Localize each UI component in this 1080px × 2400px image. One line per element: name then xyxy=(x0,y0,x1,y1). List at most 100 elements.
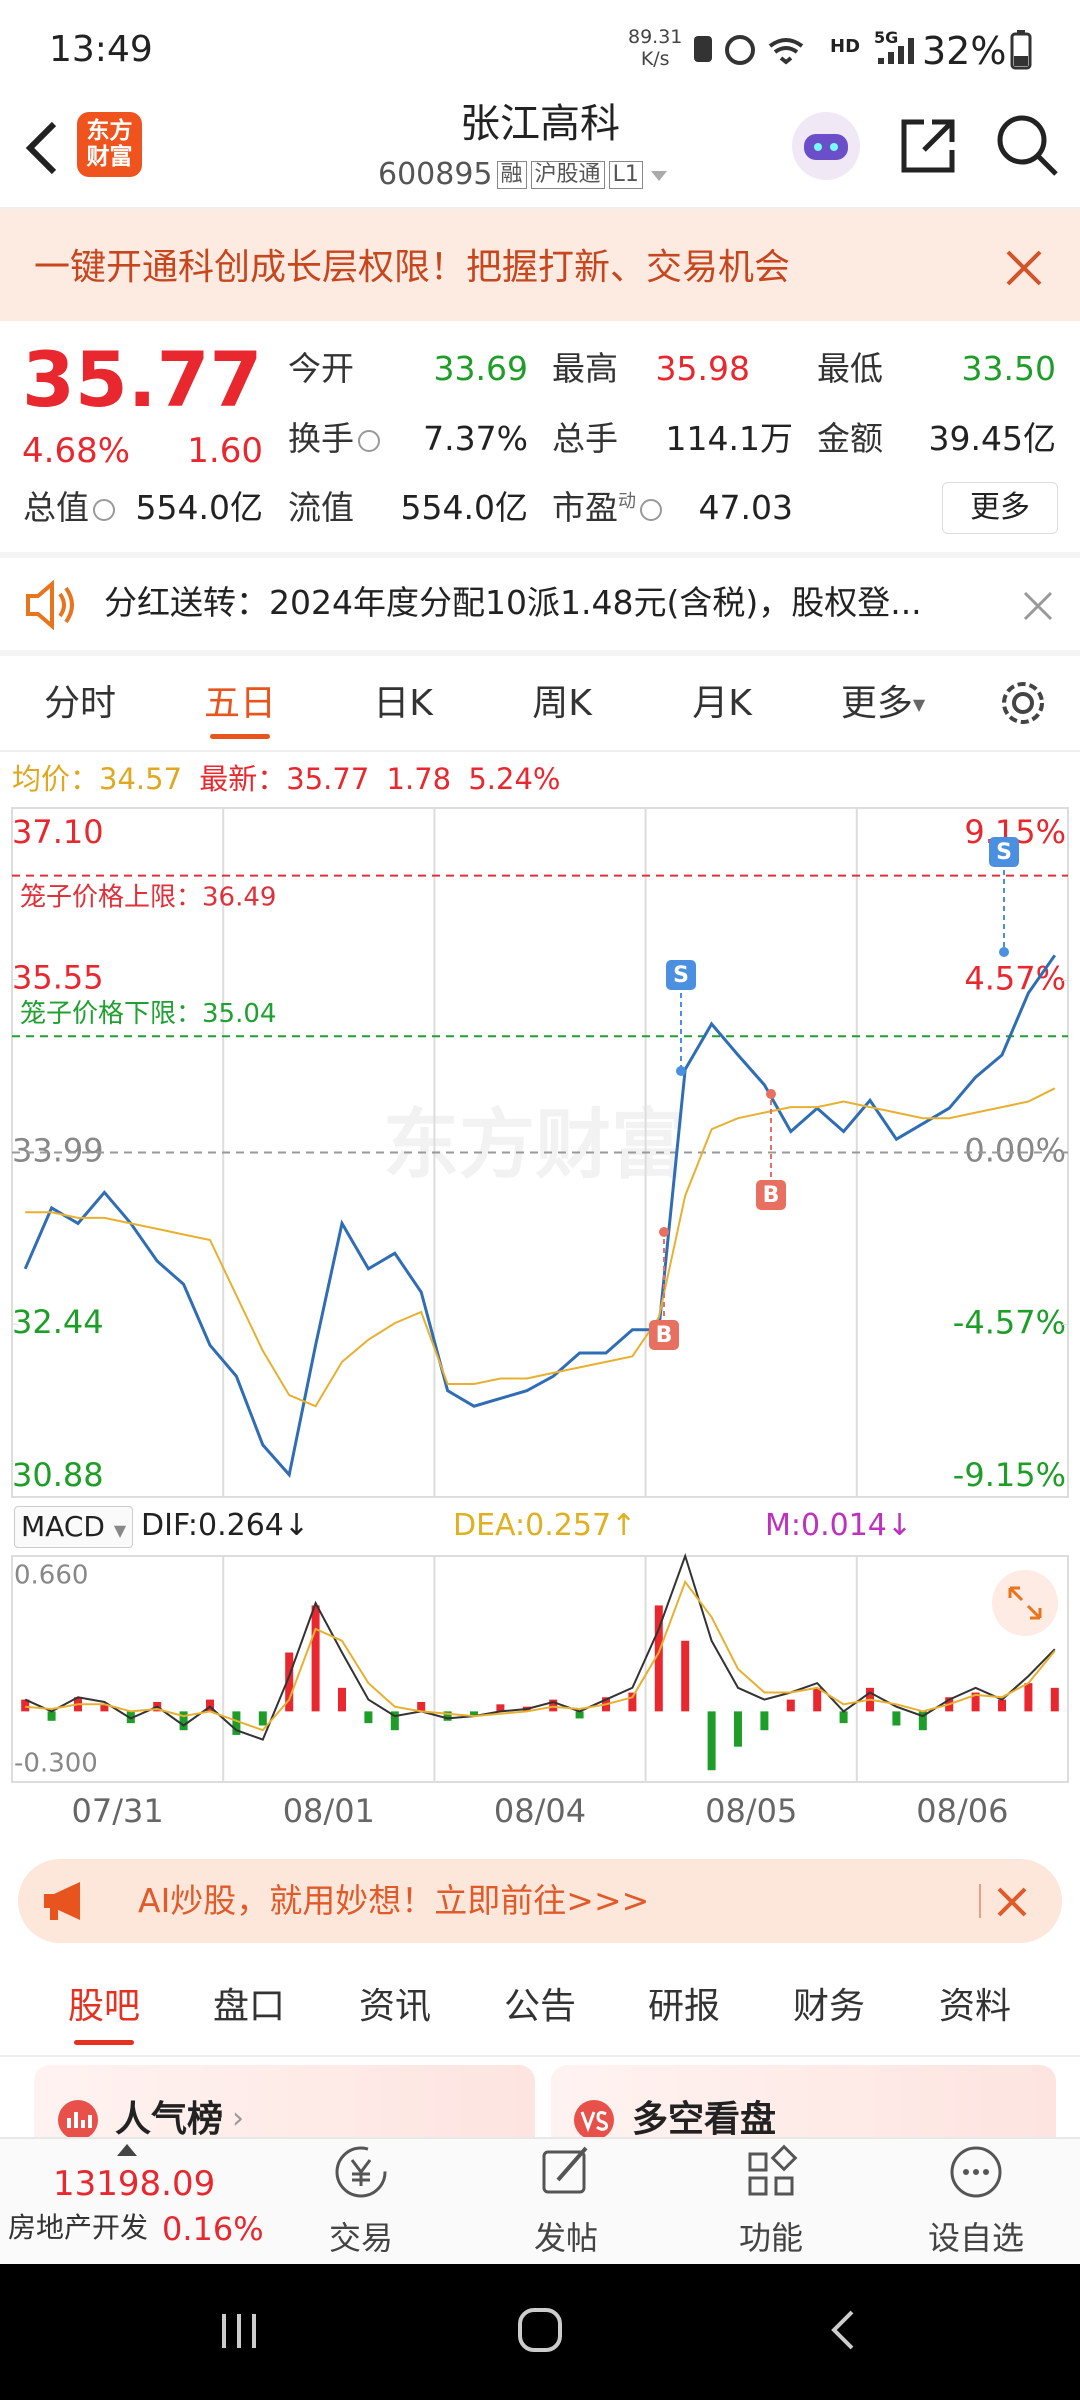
logo-line: 财富 xyxy=(86,144,133,170)
tab-label: 五日 xyxy=(203,683,276,724)
close[interactable] xyxy=(1004,248,1044,288)
divider xyxy=(0,650,1080,656)
tab[interactable]: 五日 xyxy=(160,686,320,722)
battery-text: 32% xyxy=(922,29,1007,73)
expand[interactable] xyxy=(990,1568,1060,1638)
macd-bar xyxy=(549,1699,558,1712)
card[interactable] xyxy=(34,2065,535,2145)
divider xyxy=(0,750,1080,752)
nav-bar xyxy=(0,2264,1080,2400)
macd-bar xyxy=(575,1711,584,1719)
tab[interactable]: 更多▼ xyxy=(803,686,963,722)
field-label: 市盈动 xyxy=(552,491,662,524)
avg: 34.57 xyxy=(99,762,183,796)
macd-bar xyxy=(892,1711,901,1726)
chg-pct: 5.24% xyxy=(468,762,561,796)
sub-tab[interactable]: 资讯 xyxy=(358,1986,431,2027)
label: 金额 xyxy=(817,419,883,458)
bottom-bar xyxy=(0,2137,1080,2266)
notice-text[interactable]: 分红送转：2024年度分配10派1.48元(含税)，股权登... xyxy=(104,583,922,622)
macd-bar xyxy=(47,1711,56,1721)
macd-bar xyxy=(470,1711,478,1717)
trade-marker[interactable] xyxy=(756,1180,786,1210)
stock-code: 600895 xyxy=(378,157,493,192)
trade-marker[interactable] xyxy=(649,1320,679,1350)
macd-bar xyxy=(390,1711,399,1731)
icon xyxy=(694,36,712,62)
field-label: 流值 xyxy=(288,491,354,524)
sub-tab[interactable]: 公告 xyxy=(503,1986,576,2027)
sub-tab[interactable]: 股吧 xyxy=(67,1986,140,2027)
caret: ▼ xyxy=(912,695,926,714)
macd-bar xyxy=(21,1699,30,1712)
x-tick-label: 08/05 xyxy=(705,1792,797,1830)
field-value: 35.98 xyxy=(655,349,750,388)
macd-bar xyxy=(1050,1687,1059,1712)
net-speed: 89.31 K/s xyxy=(628,28,682,69)
sub-tab[interactable]: 盘口 xyxy=(212,1986,285,2027)
time: 13:49 xyxy=(49,29,153,70)
settings[interactable] xyxy=(998,678,1048,728)
trade-marker[interactable] xyxy=(989,837,1019,867)
share[interactable] xyxy=(898,114,960,176)
limit-label-text: 笼子价格上限： xyxy=(20,882,202,912)
tab[interactable]: 周K xyxy=(482,686,642,722)
bottom-button[interactable]: 交易 xyxy=(328,2219,393,2257)
macd-bar xyxy=(258,1711,267,1726)
avatar[interactable] xyxy=(790,110,862,182)
tab[interactable]: 日K xyxy=(323,686,483,722)
chevron: › xyxy=(232,2101,244,2136)
unit: K/s xyxy=(640,48,670,70)
tab-label: 分时 xyxy=(43,683,116,724)
field-value: 554.0亿 xyxy=(135,488,263,527)
bottom-button[interactable]: 功能 xyxy=(738,2219,803,2257)
tab[interactable]: 月K xyxy=(642,686,802,722)
chart-info: 均价：34.57 最新：35.77 1.78 5.24% xyxy=(12,765,560,794)
bottom-button[interactable]: 设自选 xyxy=(927,2219,1024,2257)
dot xyxy=(676,1066,686,1076)
y-tick-label: 35.55 xyxy=(12,959,104,997)
logo[interactable]: 东方 财富 xyxy=(77,112,142,177)
field-label: 换手 xyxy=(288,422,380,455)
more-button[interactable]: 更多 xyxy=(942,482,1058,534)
field-value: 114.1万 xyxy=(665,419,793,458)
tab[interactable]: 分时 xyxy=(0,686,160,722)
card[interactable] xyxy=(551,2065,1056,2145)
sub-tab[interactable]: 研报 xyxy=(647,1986,720,2027)
promo-banner[interactable] xyxy=(0,209,1080,321)
label: 总手 xyxy=(552,419,618,458)
sub-tab[interactable]: 财务 xyxy=(792,1986,865,2027)
index-value[interactable]: 13198.09 xyxy=(53,2164,216,2204)
badge: 融 xyxy=(496,161,527,189)
label-sup: 动 xyxy=(618,491,636,512)
sub-tab[interactable]: 资料 xyxy=(938,1986,1011,2027)
battery xyxy=(1010,30,1032,70)
avg-line xyxy=(25,1087,1056,1408)
ad-banner[interactable] xyxy=(18,1859,1062,1943)
macd-bar xyxy=(443,1711,452,1721)
close[interactable] xyxy=(1022,590,1054,622)
label: 流值 xyxy=(288,488,354,527)
x-tick-label: 08/01 xyxy=(283,1792,375,1830)
ad-text: AI炒股，就用妙想！立即前往>>> xyxy=(138,1881,650,1920)
logo-line: 东方 xyxy=(86,118,133,144)
bottom-button[interactable]: 发帖 xyxy=(533,2219,598,2257)
m: M:0.014↓ xyxy=(765,1508,913,1543)
macd-bar xyxy=(654,1605,663,1712)
macd-bar xyxy=(285,1652,294,1712)
tab-label: 周K xyxy=(532,683,592,724)
search[interactable] xyxy=(994,112,1060,178)
back[interactable] xyxy=(18,118,68,178)
indicator-select[interactable]: MACD ▼ xyxy=(14,1506,134,1548)
y2-tick-label: -9.15% xyxy=(953,1456,1066,1494)
label: 今开 xyxy=(288,349,354,388)
limit-label: 笼子价格下限：35.04 xyxy=(20,999,276,1029)
trade-marker[interactable] xyxy=(666,960,696,990)
chart[interactable]: 东方财富 37.1035.5533.9932.4430.889.15%4.57%… xyxy=(0,760,1080,1840)
dropdown[interactable] xyxy=(647,165,671,185)
sector: 房地产开发 xyxy=(8,2211,149,2244)
close[interactable] xyxy=(996,1886,1028,1918)
field-label: 金额 xyxy=(817,422,883,455)
y-tick-label: 0.660 xyxy=(14,1561,88,1591)
